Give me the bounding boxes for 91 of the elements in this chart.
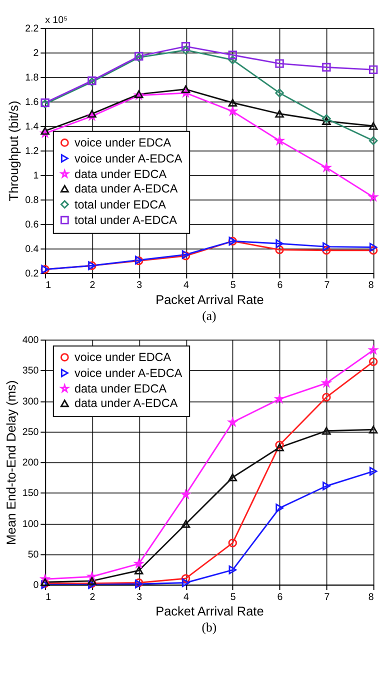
y-tick-label: 1.2 [25,146,39,157]
x-tick-label: 7 [324,280,330,292]
point [88,110,96,118]
x-axis-title: Packet Arrival Rate [156,292,264,307]
y-tick-label: 0.2 [25,268,39,280]
y-tick-label: 100 [22,518,40,530]
x-tick-label: 4 [184,280,190,292]
x-tick-label: 8 [368,592,374,603]
x-tick-label: 5 [230,592,236,603]
x-tick-label: 7 [324,592,330,603]
point [368,426,378,434]
point [182,578,190,588]
point [368,122,378,130]
point [181,574,190,583]
x-tick-label: 5 [230,280,236,292]
x-tick-label: 6 [277,280,284,292]
point [368,246,378,255]
y-tick-label: 0 [33,580,40,592]
point [228,474,238,482]
legend-label: data under EDCA [74,168,167,181]
legend-label: data under A-EDCA [74,397,178,410]
y-tick-label: 2.2 [25,23,39,34]
y-tick-label: 250 [22,426,40,438]
point [368,65,378,74]
x-tick-label: 2 [90,280,96,292]
x-tick-label: 1 [46,280,52,292]
y-tick-label: 0.6 [25,219,40,230]
y-tick-label: 1 [33,170,39,182]
point [134,566,144,574]
y-tick-label: 1.4 [25,121,40,132]
point [228,98,238,107]
legend-label: data under EDCA [74,382,167,396]
point [322,117,331,126]
y-tick-label: 150 [22,488,40,500]
point [275,444,284,452]
legend-label: voice under EDCA [74,351,172,364]
point [276,504,284,512]
x-tick-label: 4 [184,592,190,603]
y-axis-title: Mean End-to-End Delay (ms) [3,380,18,545]
x-tick-label: 3 [136,280,143,292]
point [181,85,190,94]
point [368,357,378,366]
point [275,88,284,98]
y-tick-label: 1.8 [25,72,40,84]
y-tick-label: 200 [22,458,40,469]
point [88,577,96,585]
x-tick-label: 6 [277,592,284,603]
legend-label: total under EDCA [74,198,166,212]
point [276,239,284,248]
y-tick-label: 50 [28,549,40,560]
x-tick-label: 2 [90,592,96,603]
y-tick-label: 2 [33,48,39,59]
text: (a) [202,309,216,324]
point [181,46,190,54]
point [322,246,331,255]
point [369,466,378,476]
point [181,42,190,51]
y-axis-title: Throughput (bit/s) [6,100,22,202]
point [228,538,238,548]
legend-label: total under A-EDCA [74,214,178,228]
y-tick-label: 1.6 [25,96,40,108]
y-tick-label: 350 [22,366,40,377]
point [275,59,284,68]
point [322,392,331,402]
point [228,50,238,60]
y-tick-label: 0.8 [25,194,40,206]
point [322,427,331,435]
point [322,482,330,490]
legend-label: voice under EDCA [74,136,172,150]
point [322,242,330,252]
point [322,62,331,72]
y-tick-label: 300 [22,396,40,408]
legend-label: data under A-EDCA [74,182,178,196]
point [228,566,237,574]
y-tick-label: 0.4 [25,244,40,255]
text: (b) [202,620,217,635]
point [275,110,284,118]
point [181,520,190,528]
text: x 10⁵ [45,15,68,26]
x-tick-label: 8 [368,280,374,292]
point [275,245,284,254]
point [369,242,378,252]
y-tick-label: 400 [22,335,40,346]
point [368,136,378,146]
point [322,114,331,124]
x-tick-label: 1 [46,592,52,603]
legend-label: voice under A-EDCA [74,152,182,166]
x-tick-label: 3 [136,592,143,603]
legend-label: voice under A-EDCA [74,366,182,380]
point [228,56,238,64]
x-axis-title: Packet Arrival Rate [156,603,264,618]
